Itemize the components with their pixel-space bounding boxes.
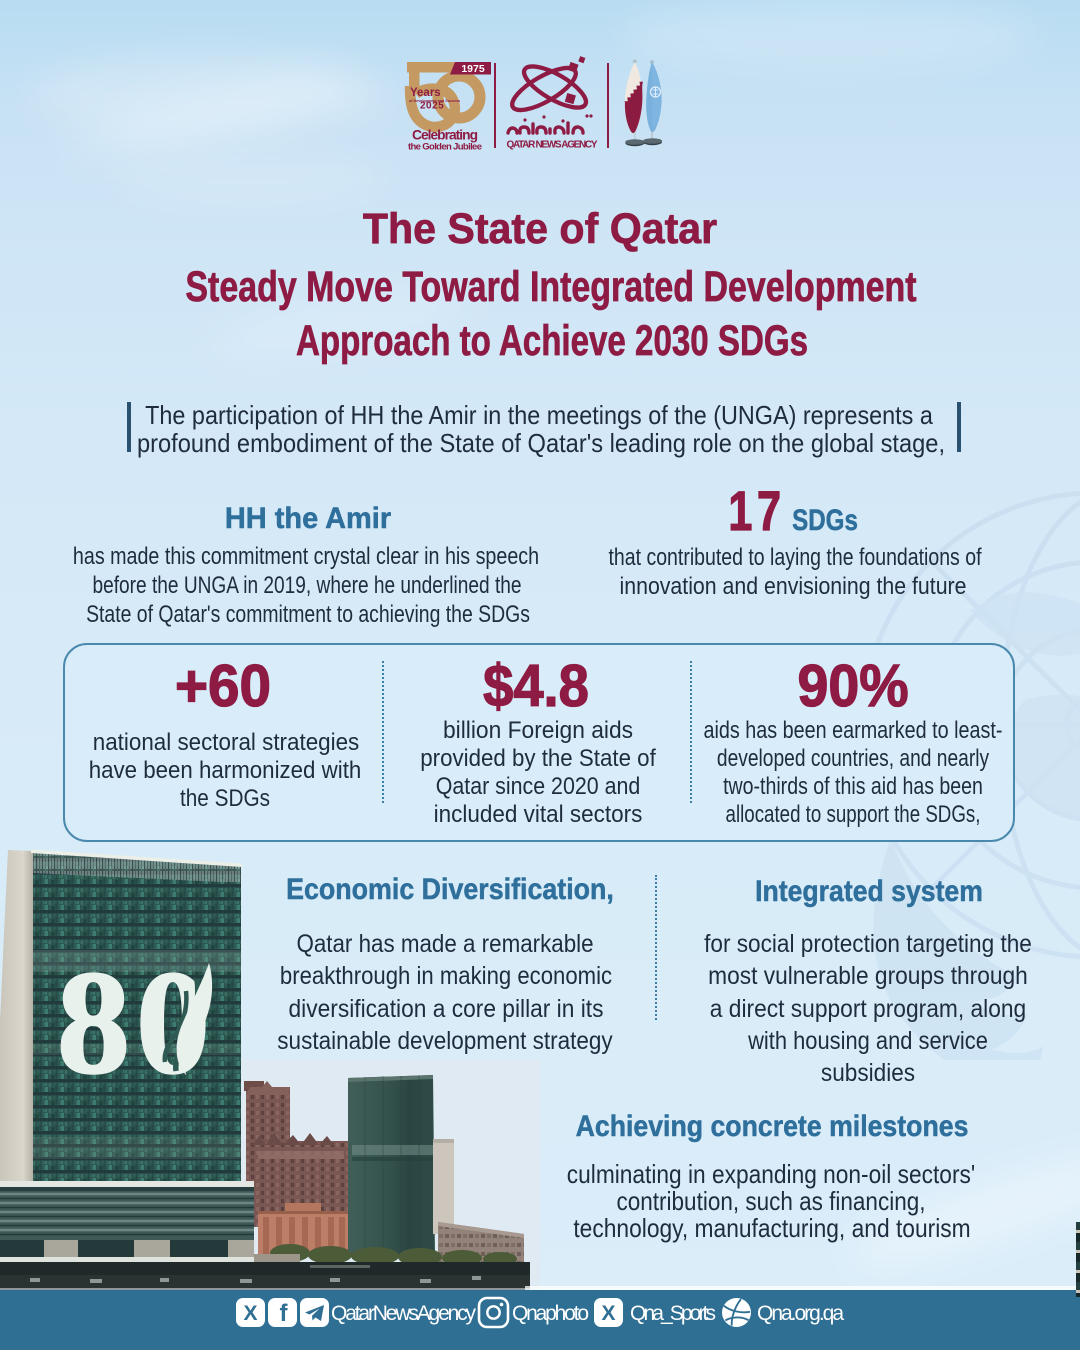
svg-text:Qna_Sports: Qna_Sports (630, 1302, 716, 1325)
svg-text:Years: Years (410, 87, 441, 99)
svg-text:8: 8 (57, 941, 130, 1105)
svg-text:1975: 1975 (461, 63, 485, 75)
svg-text:of Development and Success: of Development and Success (409, 99, 460, 103)
svg-text:X: X (243, 1302, 257, 1325)
svg-text:f: f (280, 1300, 289, 1327)
svg-text:2025: 2025 (420, 101, 444, 112)
svg-text:Celebrating: Celebrating (412, 128, 478, 143)
svg-text:X: X (601, 1302, 615, 1325)
svg-text:Qnaphoto: Qnaphoto (512, 1302, 589, 1325)
svg-text:the Golden Jubilee: the Golden Jubilee (408, 142, 482, 153)
svg-text:QatarNewsAgency: QatarNewsAgency (331, 1302, 477, 1325)
svg-text:Qna.org.qa: Qna.org.qa (757, 1302, 844, 1325)
svg-text:QATAR NEWS AGENCY: QATAR NEWS AGENCY (507, 140, 598, 151)
